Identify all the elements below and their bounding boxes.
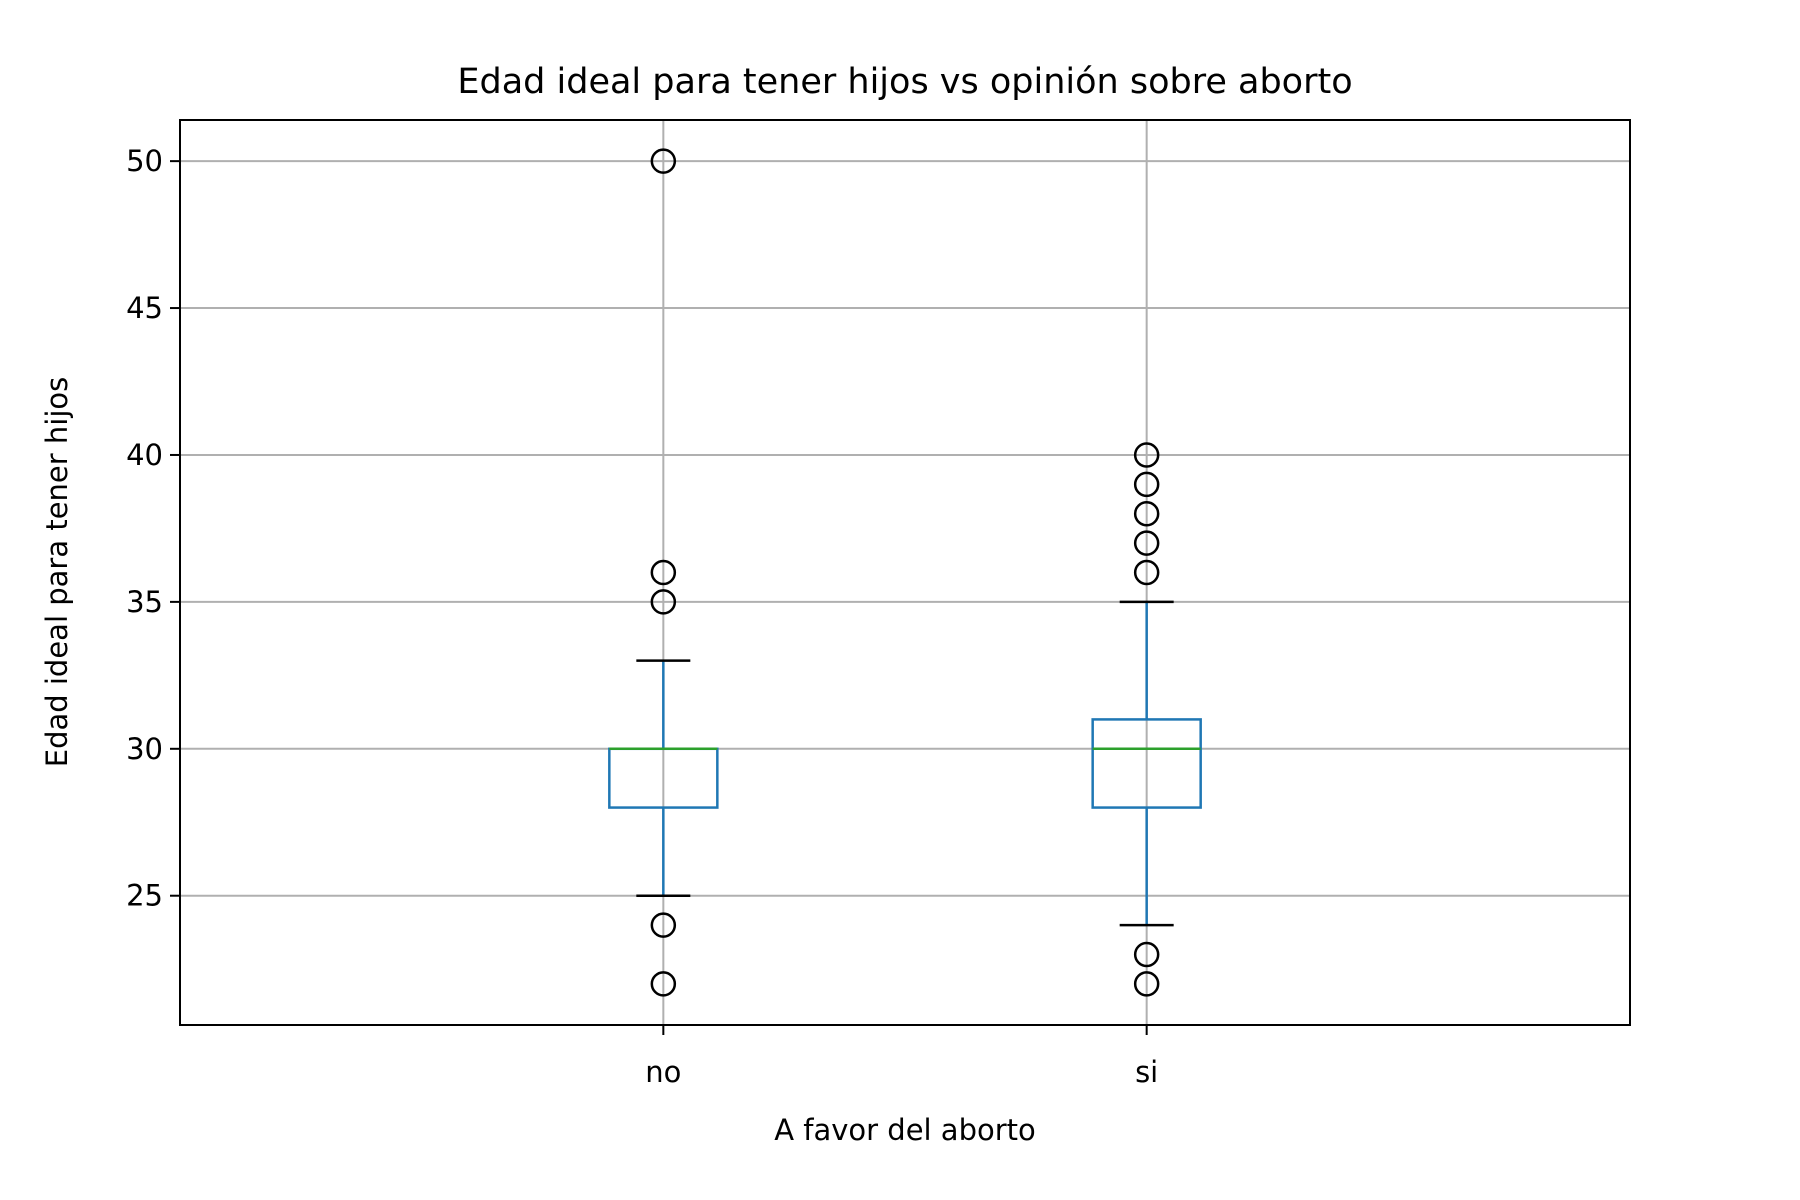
grid-lines: [180, 120, 1630, 1025]
outlier-point: [650, 589, 677, 615]
box-group-si: [1091, 442, 1202, 997]
outlier-point: [1133, 971, 1160, 997]
axes-frame: [179, 119, 1631, 1026]
outlier-point: [1133, 559, 1160, 586]
y-tick-label: 35: [126, 585, 163, 619]
y-tick-label: 30: [126, 732, 163, 766]
outlier-point: [650, 971, 677, 997]
axis-ticks: 25 30 35 40 45 50 no si: [126, 144, 1158, 1089]
y-tick-label: 50: [126, 144, 163, 178]
outlier-point: [650, 912, 677, 938]
box-plots: [608, 148, 1202, 997]
outlier-point: [650, 559, 677, 586]
x-tick-label: si: [1135, 1055, 1158, 1089]
outlier-point: [1133, 500, 1160, 527]
y-axis-label: Edad ideal para tener hijos: [40, 377, 74, 768]
x-tick-label: no: [645, 1055, 681, 1089]
outlier-point: [1133, 941, 1160, 968]
chart-title: Edad ideal para tener hijos vs opinión s…: [457, 62, 1352, 102]
outlier-point: [1133, 442, 1160, 468]
x-axis-label: A favor del aborto: [774, 1113, 1036, 1147]
outlier-point: [650, 148, 677, 174]
y-tick-label: 40: [126, 438, 163, 472]
y-tick-label: 25: [126, 879, 163, 913]
y-tick-label: 45: [126, 291, 163, 325]
box-group-no: [608, 148, 719, 997]
outlier-point: [1133, 530, 1160, 556]
outlier-point: [1133, 471, 1160, 498]
iqr-box: [1091, 718, 1202, 809]
